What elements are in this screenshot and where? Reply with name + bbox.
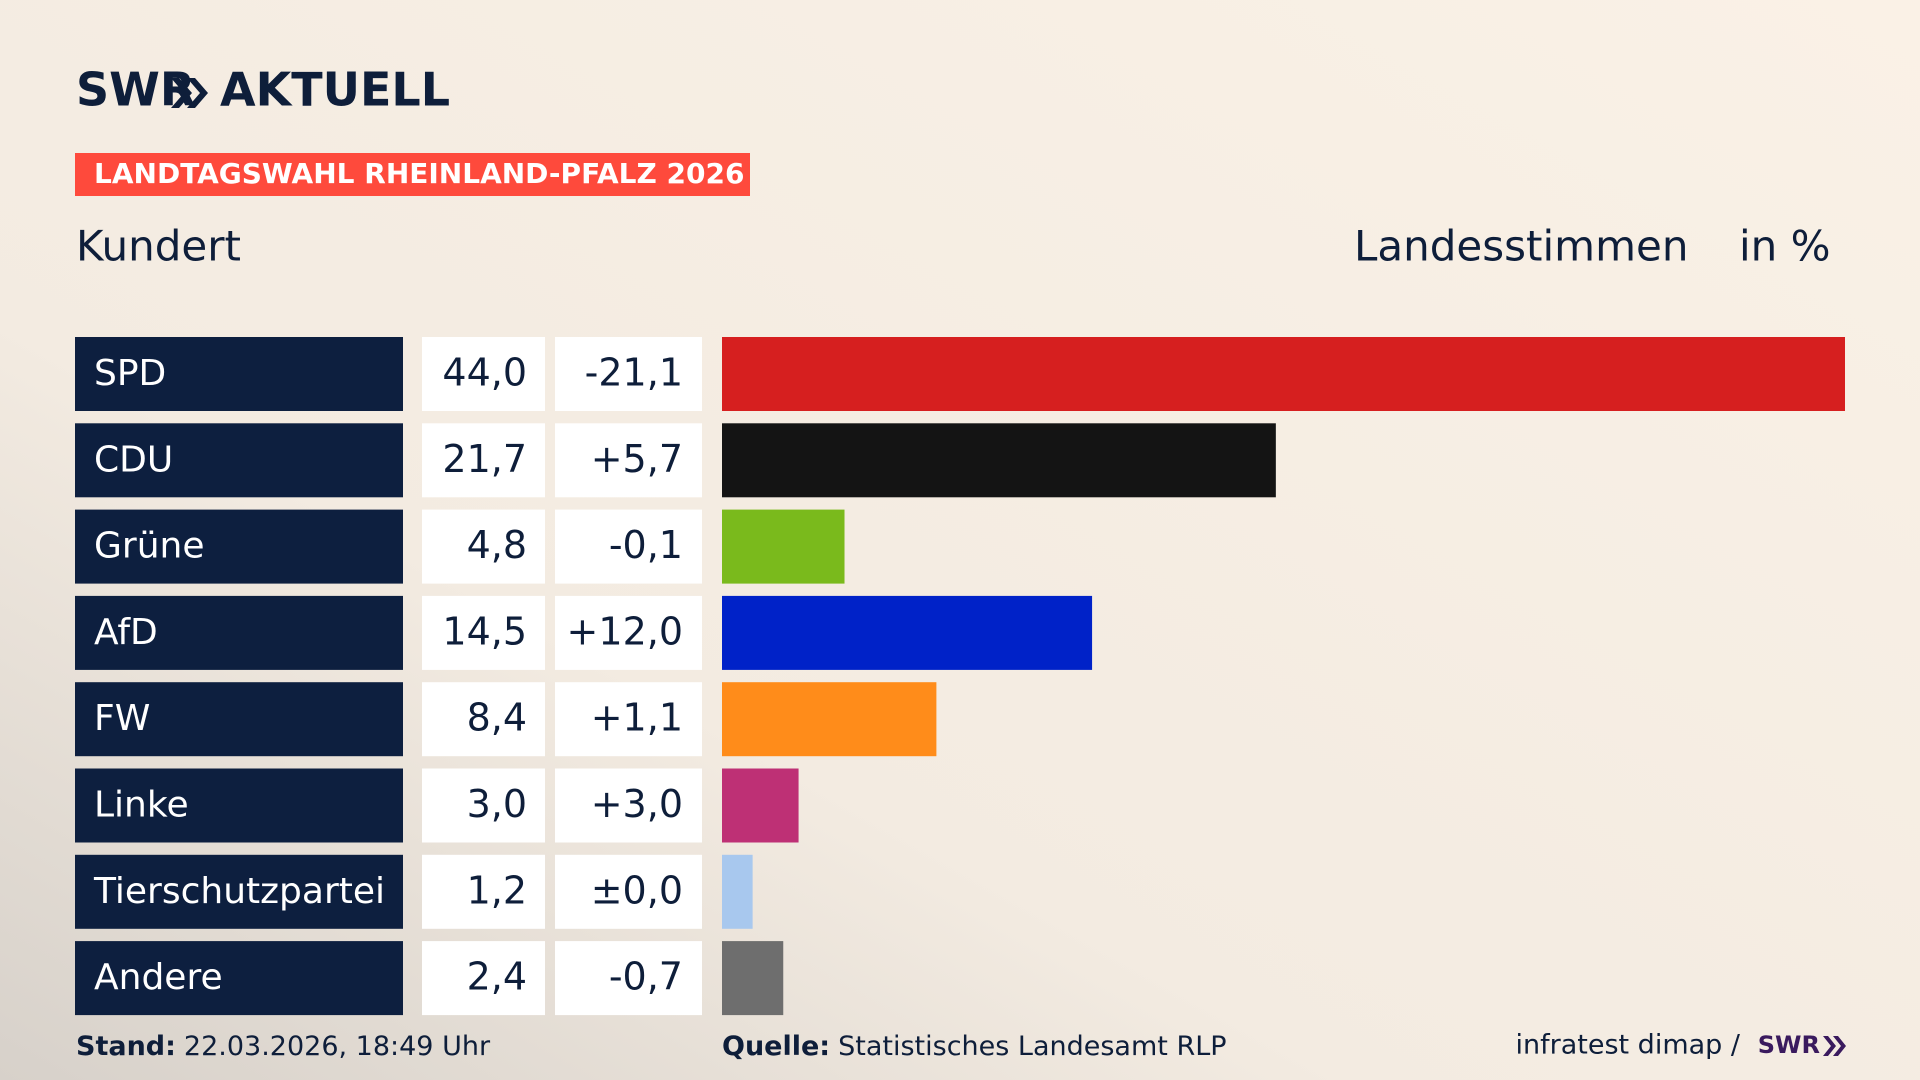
chart-title: Kundert <box>76 222 241 271</box>
credit-brand: SWR <box>1758 1031 1820 1059</box>
source: Statistisches Landesamt RLP <box>838 1031 1226 1062</box>
party-label: CDU <box>94 439 173 480</box>
value-cell <box>422 595 545 670</box>
party-cell <box>75 941 403 1016</box>
change-cell <box>555 595 702 670</box>
party-cell <box>75 768 403 843</box>
party-cell <box>75 423 403 498</box>
change-label: +3,0 <box>591 782 683 826</box>
bar <box>722 682 937 757</box>
change-cell <box>555 423 702 498</box>
value-label: 44,0 <box>442 351 527 395</box>
brand-section: AKTUELL <box>220 63 450 117</box>
value-cell <box>422 337 545 411</box>
party-label: FW <box>94 698 150 739</box>
credit-chevrons <box>1823 1036 1846 1056</box>
value-label: 4,8 <box>467 523 527 567</box>
badge <box>75 153 750 196</box>
bar <box>722 854 753 929</box>
value-cell <box>422 941 545 1016</box>
party-label: Tierschutzpartei <box>93 871 385 912</box>
bar <box>722 337 1845 411</box>
party-cell <box>75 854 403 929</box>
value-cell <box>422 854 545 929</box>
party-label: Grüne <box>94 526 204 567</box>
change-label: +12,0 <box>567 609 683 653</box>
value-label: 8,4 <box>467 696 527 740</box>
stand: 22.03.2026, 18:49 Uhr <box>184 1031 491 1062</box>
change-cell <box>555 509 702 584</box>
value-cell <box>422 768 545 843</box>
value-label: 21,7 <box>442 437 527 481</box>
footer-source: Quelle: Statistisches Landesamt RLP <box>722 1031 1227 1062</box>
value-label: 1,2 <box>467 868 527 912</box>
value-cell <box>422 682 545 757</box>
party-cell <box>75 509 403 584</box>
change-cell <box>555 682 702 757</box>
change-cell <box>555 854 702 929</box>
value-label: 3,0 <box>467 782 527 826</box>
party-cell <box>75 595 403 670</box>
bar <box>722 595 1093 670</box>
change-label: +5,7 <box>591 437 683 481</box>
change-label: -0,7 <box>609 955 683 999</box>
logo-chevrons <box>171 78 208 108</box>
change-label: -21,1 <box>585 351 683 395</box>
change-cell <box>555 768 702 843</box>
change-cell <box>555 337 702 411</box>
bar <box>722 941 784 1016</box>
unit-header: in % <box>1739 222 1831 271</box>
brand: SWR <box>76 63 195 117</box>
party-label: Linke <box>94 785 189 826</box>
credit: infratest dimap / <box>1515 1030 1740 1061</box>
party-cell <box>75 337 403 411</box>
bar <box>722 509 845 584</box>
stand-label: Stand: <box>76 1031 176 1062</box>
badge-text: LANDTAGSWAHL RHEINLAND-PFALZ 2026 <box>94 157 744 190</box>
source-label: Quelle: <box>722 1031 830 1062</box>
party-label: SPD <box>94 353 166 394</box>
value-label: 2,4 <box>467 955 527 999</box>
value-header: Landesstimmen <box>1354 222 1688 271</box>
change-label: -0,1 <box>609 523 683 567</box>
change-label: +1,1 <box>591 696 683 740</box>
change-label: ±0,0 <box>591 868 683 912</box>
party-label: Andere <box>94 957 223 998</box>
value-label: 14,5 <box>442 609 527 653</box>
footer-stand: Stand: 22.03.2026, 18:49 Uhr <box>76 1031 491 1062</box>
party-label: AfD <box>94 612 158 653</box>
bar <box>722 768 799 843</box>
party-cell <box>75 682 403 757</box>
value-cell <box>422 509 545 584</box>
value-cell <box>422 423 545 498</box>
change-cell <box>555 941 702 1016</box>
bar <box>722 423 1276 498</box>
